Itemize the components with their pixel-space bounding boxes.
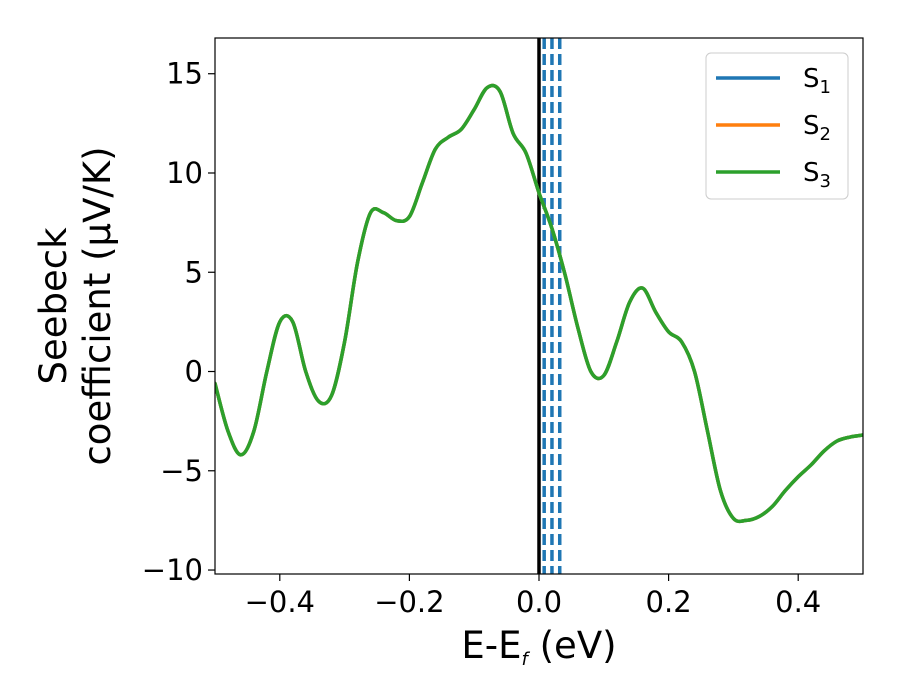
series-line-s3 <box>215 83 863 524</box>
x-tick-label: 0.2 <box>646 585 692 619</box>
x-tick-label: −0.4 <box>245 585 315 619</box>
y-tick-label: 5 <box>185 255 203 289</box>
y-axis-title: Seebeck coefficient (μV/K) <box>32 146 119 465</box>
legend-label: S2 <box>803 111 831 145</box>
x-axis-title: E-Ef (eV) <box>461 624 616 670</box>
y-tick-label: 10 <box>166 156 203 190</box>
y-tick-label: 0 <box>185 355 203 389</box>
svg-text:Seebeck: Seebeck <box>32 227 75 385</box>
y-tick-label: −5 <box>160 454 203 488</box>
y-tick-label: 15 <box>166 57 203 91</box>
svg-text:coefficient (μV/K): coefficient (μV/K) <box>76 146 119 465</box>
legend: S1 S2 S3 <box>705 52 849 200</box>
legend-label: S3 <box>803 158 831 192</box>
x-tick-label: 0.0 <box>516 585 562 619</box>
y-tick-label: −10 <box>142 553 203 587</box>
x-tick-label: 0.4 <box>775 585 821 619</box>
x-tick-label: −0.2 <box>374 585 444 619</box>
legend-label: S1 <box>803 64 831 98</box>
